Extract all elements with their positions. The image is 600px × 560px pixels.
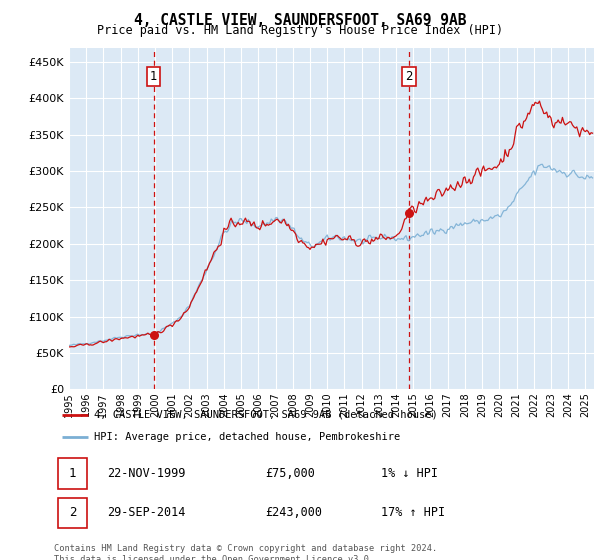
Text: 29-SEP-2014: 29-SEP-2014 <box>107 506 185 520</box>
Text: 2: 2 <box>405 70 413 83</box>
Text: 2: 2 <box>69 506 76 520</box>
Text: 1: 1 <box>69 467 76 480</box>
Text: 17% ↑ HPI: 17% ↑ HPI <box>382 506 445 520</box>
Text: 1: 1 <box>150 70 157 83</box>
Text: 22-NOV-1999: 22-NOV-1999 <box>107 467 185 480</box>
Text: £243,000: £243,000 <box>265 506 322 520</box>
Text: 4, CASTLE VIEW, SAUNDERSFOOT, SA69 9AB: 4, CASTLE VIEW, SAUNDERSFOOT, SA69 9AB <box>134 13 466 28</box>
Text: £75,000: £75,000 <box>265 467 315 480</box>
Text: Contains HM Land Registry data © Crown copyright and database right 2024.
This d: Contains HM Land Registry data © Crown c… <box>54 544 437 560</box>
Text: Price paid vs. HM Land Registry's House Price Index (HPI): Price paid vs. HM Land Registry's House … <box>97 24 503 38</box>
Text: HPI: Average price, detached house, Pembrokeshire: HPI: Average price, detached house, Pemb… <box>94 432 400 442</box>
Text: 4, CASTLE VIEW, SAUNDERSFOOT, SA69 9AB (detached house): 4, CASTLE VIEW, SAUNDERSFOOT, SA69 9AB (… <box>94 410 437 420</box>
Text: 1% ↓ HPI: 1% ↓ HPI <box>382 467 439 480</box>
FancyBboxPatch shape <box>58 498 87 528</box>
FancyBboxPatch shape <box>58 459 87 489</box>
